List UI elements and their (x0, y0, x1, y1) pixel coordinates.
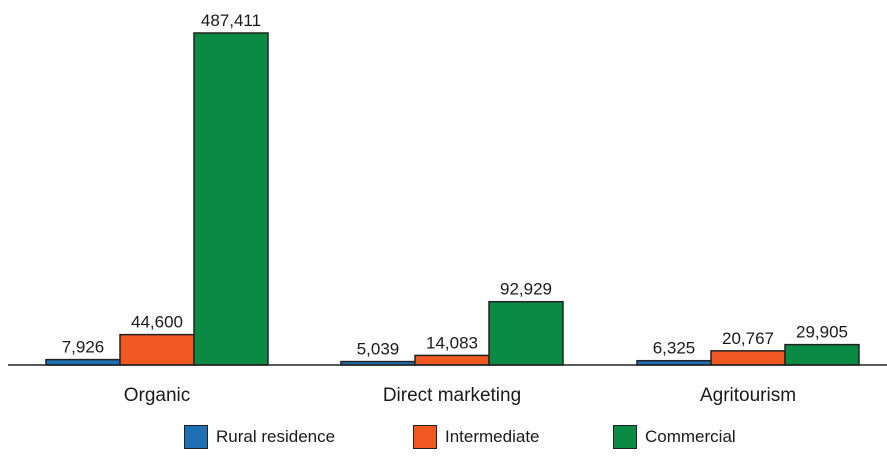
bar-agritourism-intermediate (710, 350, 786, 366)
bar-organic-intermediate (119, 333, 195, 366)
value-label-direct-marketing-commercial: 92,929 (500, 280, 552, 299)
bar-chart: 7,926 44,600 487,411 5,039 14,083 92,929 6,325… (8, 11, 887, 406)
value-label-organic-rural-residence: 7,926 (62, 338, 105, 357)
legend-label-intermediate: Intermediate (445, 427, 540, 446)
legend-swatch-intermediate (413, 425, 437, 449)
value-label-organic-intermediate: 44,600 (131, 313, 183, 332)
value-labels-group: 7,926 44,600 487,411 5,039 14,083 92,929 6,325… (62, 11, 848, 359)
legend-item-rural-residence: Rural residence (184, 425, 335, 449)
bar-agritourism-commercial (784, 343, 860, 366)
value-label-agritourism-commercial: 29,905 (796, 323, 848, 342)
legend-item-commercial: Commercial (613, 425, 736, 449)
legend-swatch-rural-residence (184, 425, 208, 449)
legend-label-rural-residence: Rural residence (216, 427, 336, 446)
category-labels-group: Organic Direct marketing Agritourism (124, 385, 796, 406)
bars-group (45, 32, 860, 366)
legend-label-commercial: Commercial (645, 427, 736, 446)
value-label-agritourism-rural-residence: 6,325 (653, 339, 696, 358)
category-label-direct-marketing: Direct marketing (383, 385, 521, 406)
bar-organic-commercial (193, 32, 269, 366)
value-label-direct-marketing-intermediate: 14,083 (426, 333, 478, 352)
category-label-organic: Organic (124, 385, 191, 406)
bar-organic-rural-residence (45, 358, 121, 366)
category-label-agritourism: Agritourism (700, 385, 796, 406)
bar-direct-marketing-commercial (488, 300, 564, 366)
legend-swatch-commercial (613, 425, 637, 449)
value-label-agritourism-intermediate: 20,767 (722, 329, 774, 348)
bar-direct-marketing-intermediate (414, 354, 490, 366)
legend-item-intermediate: Intermediate (413, 425, 540, 449)
value-label-direct-marketing-rural-residence: 5,039 (357, 340, 400, 359)
legend: Rural residence Intermediate Commercial (0, 425, 887, 455)
value-label-organic-commercial: 487,411 (201, 11, 261, 30)
